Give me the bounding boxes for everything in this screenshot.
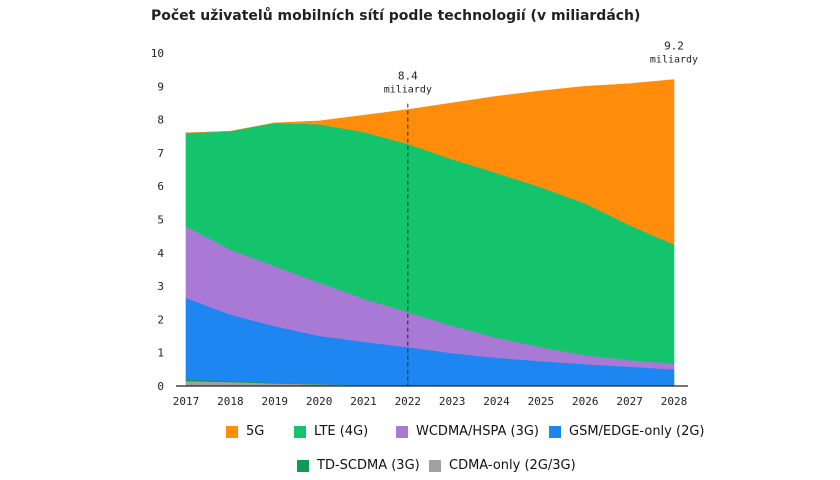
legend-swatch-td-scdma (297, 459, 309, 472)
legend-label-cdma: CDMA-only (2G/3G) (449, 458, 576, 473)
annotation-value-2028: 9.2 (664, 40, 684, 53)
area-5g (185, 79, 675, 245)
annotations: 8.4 miliardy 9.2 miliardy (384, 40, 698, 386)
legend-item-td-scdma: TD-SCDMA (3G) (297, 458, 420, 473)
x-tick-label: 2017 (173, 395, 200, 408)
axes: 0 1 2 3 4 5 6 7 8 9 10 2017 2018 2019 2020 2021 2022 2023… (151, 47, 688, 408)
chart-title: Počet uživatelů mobilních sítí podle tec… (151, 8, 641, 24)
annotation-unit-2028: miliardy (650, 55, 698, 66)
x-tick-label: 2019 (261, 395, 288, 408)
legend-swatch-gsm (549, 425, 561, 438)
y-tick-label: 5 (157, 214, 164, 227)
legend-item-wcdma: WCDMA/HSPA (3G) (396, 424, 539, 439)
y-tick-label: 3 (157, 280, 164, 293)
x-tick-label: 2018 (217, 395, 244, 408)
y-tick-label: 0 (157, 380, 164, 393)
y-tick-label: 6 (157, 180, 164, 193)
legend-item-lte: LTE (4G) (294, 424, 368, 439)
y-tick-label: 9 (157, 80, 164, 93)
legend-item-5g: 5G (226, 424, 264, 439)
x-tick-label: 2020 (306, 395, 333, 408)
x-tick-label: 2027 (616, 395, 643, 408)
x-tick-label: 2022 (395, 395, 422, 408)
y-tick-label: 10 (151, 47, 164, 60)
legend-swatch-5g (226, 425, 238, 438)
legend-label-5g: 5G (246, 424, 265, 439)
legend-item-cdma: CDMA-only (2G/3G) (429, 458, 576, 473)
y-tick-label: 2 (157, 313, 164, 326)
y-tick-label: 8 (157, 114, 164, 127)
x-tick-label: 2026 (572, 395, 599, 408)
x-tick-label: 2025 (528, 395, 555, 408)
legend-label-gsm: GSM/EDGE-only (2G) (569, 424, 705, 439)
x-tick-label: 2021 (350, 395, 377, 408)
annotation-unit-2022: miliardy (384, 85, 432, 96)
area-layers (185, 79, 675, 387)
y-tick-label: 7 (157, 147, 164, 160)
y-tick-label: 1 (157, 347, 164, 360)
legend-label-lte: LTE (4G) (314, 424, 369, 439)
legend-label-wcdma: WCDMA/HSPA (3G) (416, 424, 539, 439)
legend-label-td-scdma: TD-SCDMA (3G) (317, 458, 420, 473)
legend-swatch-lte (294, 425, 306, 438)
legend-item-gsm: GSM/EDGE-only (2G) (549, 424, 704, 439)
stacked-area-chart: 0 1 2 3 4 5 6 7 8 9 10 2017 2018 2019 2020 2021 2022 2023… (151, 40, 698, 408)
x-tick-label: 2024 (483, 395, 510, 408)
y-tick-label: 4 (157, 247, 164, 260)
legend-swatch-cdma (429, 459, 441, 472)
legend-swatch-wcdma (396, 425, 408, 438)
annotation-value-2022: 8.4 (398, 70, 418, 83)
x-tick-label: 2028 (661, 395, 688, 408)
x-tick-label: 2023 (439, 395, 466, 408)
